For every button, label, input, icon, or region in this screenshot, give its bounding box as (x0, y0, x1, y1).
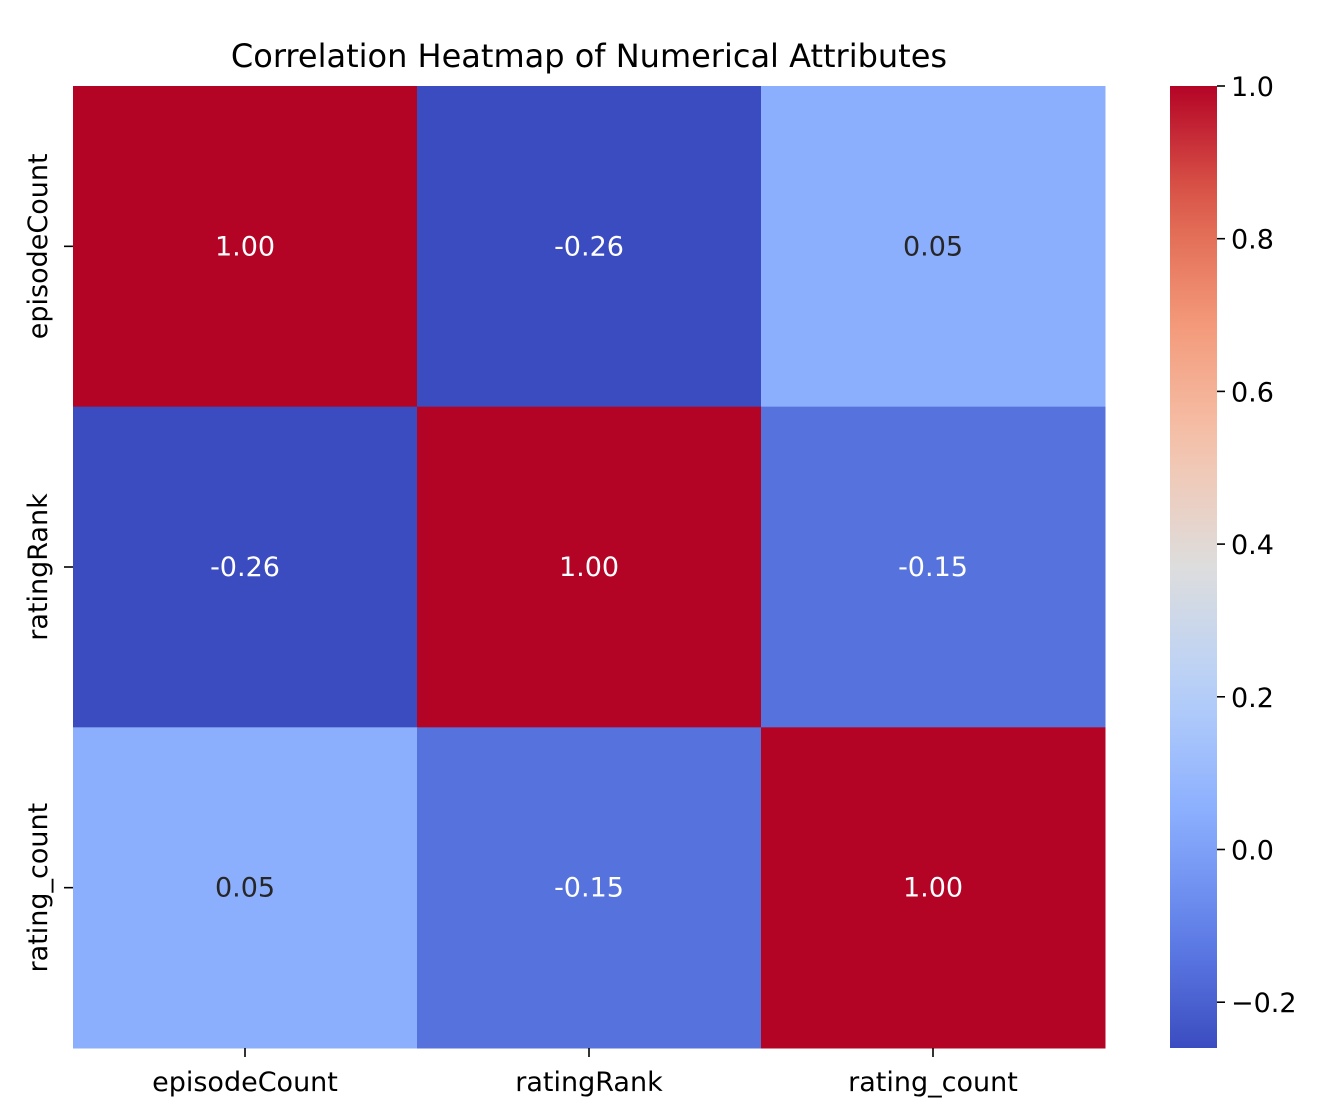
cell-value-label: -0.26 (210, 552, 280, 583)
colorbar-tick-label: 0.0 (1231, 835, 1274, 866)
x-tick-label: rating_count (848, 1067, 1018, 1098)
heatmap-cell (73, 86, 418, 408)
chart-title: Correlation Heatmap of Numerical Attribu… (231, 37, 947, 75)
colorbar-tick-label: −0.2 (1231, 988, 1297, 1019)
heatmap-cells (73, 86, 1106, 1049)
y-tick-label: ratingRank (23, 493, 54, 641)
cell-value-label: -0.15 (898, 552, 968, 583)
heatmap-cell (761, 86, 1106, 408)
heatmap-cell (761, 727, 1106, 1049)
y-tick-label: rating_count (23, 803, 54, 973)
colorbar-tick-label: 0.4 (1231, 530, 1274, 561)
heatmap-cell (73, 727, 418, 1049)
colorbar: −0.2 0.0 0.2 0.4 0.6 0.8 1.0 (1170, 72, 1297, 1048)
cell-value-label: 0.05 (903, 231, 963, 262)
colorbar-tick-label: 0.2 (1231, 683, 1274, 714)
cell-value-label: -0.26 (554, 231, 624, 262)
cell-value-labels: 1.00 -0.26 0.05 -0.26 1.00 -0.15 0.05 -0.15 1.00 (210, 231, 968, 903)
cell-value-label: 1.00 (903, 873, 963, 904)
heatmap-cell (417, 406, 762, 728)
heatmap-cell (417, 86, 762, 408)
x-tick-label: episodeCount (152, 1067, 338, 1098)
cell-value-label: 0.05 (215, 873, 275, 904)
colorbar-gradient (1170, 86, 1217, 1048)
heatmap-cell (417, 727, 762, 1049)
colorbar-tick-label: 0.8 (1231, 225, 1274, 256)
heatmap-cell (761, 406, 1106, 728)
colorbar-tick-label: 1.0 (1231, 72, 1274, 103)
colorbar-tick-label: 0.6 (1231, 377, 1274, 408)
cell-value-label: 1.00 (559, 552, 619, 583)
cell-value-label: -0.15 (554, 873, 624, 904)
y-tick-label: episodeCount (23, 153, 54, 339)
heatmap-cell (73, 406, 418, 728)
x-tick-label: ratingRank (515, 1067, 663, 1098)
x-axis: episodeCount ratingRank rating_count (152, 1048, 1018, 1098)
y-axis: episodeCount ratingRank rating_count (23, 153, 73, 973)
cell-value-label: 1.00 (215, 231, 275, 262)
